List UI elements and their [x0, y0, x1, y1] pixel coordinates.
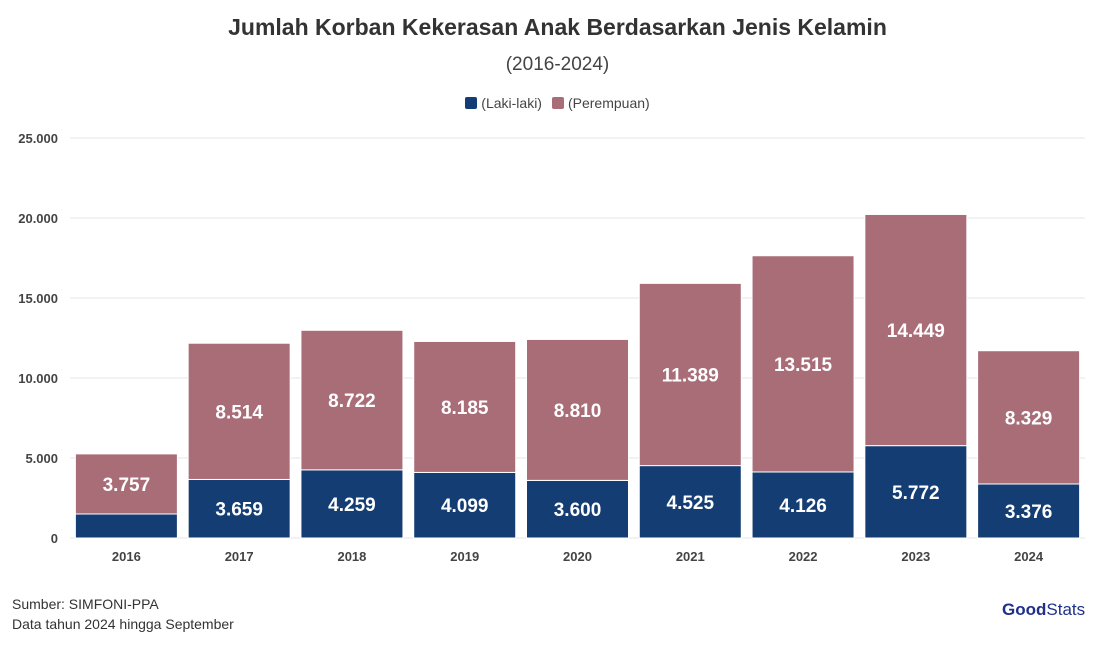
y-tick-label: 10.000	[18, 371, 58, 386]
legend-swatch	[551, 97, 564, 109]
data-label: 14.449	[887, 321, 945, 342]
data-label: 3.376	[1005, 502, 1053, 523]
y-tick-label: 5.000	[25, 451, 58, 466]
data-label: 11.389	[662, 365, 719, 386]
chart-title: Jumlah Korban Kekerasan Anak Berdasarkan…	[228, 14, 887, 40]
logo-part1: Good	[1002, 600, 1047, 619]
data-label: 8.329	[1005, 408, 1053, 429]
bar-segment	[413, 340, 517, 473]
data-label: 8.722	[328, 391, 376, 412]
bar-segment	[864, 445, 968, 539]
data-label: 4.525	[667, 493, 715, 514]
y-tick-label: 0	[51, 531, 58, 546]
x-tick-label: 2022	[789, 549, 818, 564]
chart-subtitle: (2016-2024)	[505, 54, 610, 75]
legend-label: (Perempuan)	[567, 95, 650, 111]
x-tick-label: 2024	[1014, 549, 1044, 564]
bar-segment	[864, 213, 968, 447]
bar-segment	[751, 255, 855, 473]
x-tick-label: 2018	[337, 549, 366, 564]
data-label: 3.757	[103, 475, 151, 496]
data-label: 4.259	[328, 495, 376, 516]
data-label: 13.515	[774, 355, 833, 376]
data-label: 4.126	[779, 496, 827, 517]
data-label: 8.185	[441, 398, 489, 419]
data-label: 3.600	[554, 500, 602, 521]
bar-segment	[751, 471, 855, 539]
logo-part2: Stats	[1046, 600, 1086, 619]
data-label: 5.772	[892, 483, 940, 504]
bar-segment	[977, 483, 1081, 539]
legend-item-laki[interactable]: (Laki-laki)	[465, 95, 542, 111]
data-label: 3.659	[215, 500, 263, 521]
y-tick-label: 20.000	[18, 211, 58, 226]
bar-segment	[413, 471, 517, 539]
y-tick-label: 15.000	[18, 291, 58, 306]
y-tick-label: 25.000	[18, 131, 58, 146]
bar-segment	[526, 338, 629, 481]
footer: Sumber: SIMFONI-PPA Data tahun 2024 hing…	[12, 594, 234, 634]
data-label: 8.810	[554, 401, 602, 422]
x-tick-label: 2023	[901, 549, 930, 564]
bar-segment	[187, 478, 291, 539]
x-tick-label: 2019	[450, 549, 479, 564]
data-label: 8.514	[215, 402, 263, 423]
x-tick-label: 2017	[225, 549, 254, 564]
data-label: 4.099	[441, 496, 489, 517]
legend: (Laki-laki) (Perempuan)	[0, 95, 1115, 111]
bar-segment	[74, 513, 178, 539]
note-text: Data tahun 2024 hingga September	[12, 616, 234, 632]
bar-segment	[977, 350, 1081, 485]
bar-segment	[526, 479, 629, 539]
x-tick-label: 2020	[563, 549, 592, 564]
source-text: Sumber: SIMFONI-PPA	[12, 596, 159, 612]
bar-segment	[638, 282, 742, 467]
bar-segment	[300, 329, 404, 471]
x-tick-label: 2016	[112, 549, 141, 564]
bar-segment	[74, 453, 178, 515]
x-tick-label: 2021	[676, 549, 705, 564]
bar-segment	[300, 469, 404, 539]
goodstats-logo: GoodStats	[1002, 600, 1085, 620]
legend-label: (Laki-laki)	[481, 95, 542, 111]
legend-swatch	[465, 97, 478, 109]
legend-item-perempuan[interactable]: (Perempuan)	[551, 95, 650, 111]
bar-segment	[187, 342, 291, 480]
